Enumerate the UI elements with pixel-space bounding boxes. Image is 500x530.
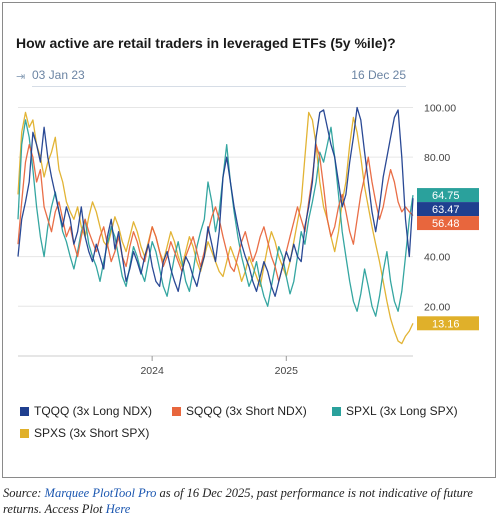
source-link-here[interactable]: Here [105,502,131,516]
y-tick-label: 100.00 [424,102,456,114]
last-value-label-spxl: 64.75 [432,190,460,202]
series-line-tqqq [17,106,414,297]
legend-swatch-spxl [332,407,341,416]
series-line-spxl [17,119,414,317]
source-link-plottool[interactable]: Marquee PlotTool Pro [44,486,157,500]
legend-label-spxl: SPXL (3x Long SPX) [346,404,458,418]
source-prefix: Source: [3,486,45,500]
line-chart: 20.0040.0060.0080.00100.002024202564.756… [17,102,479,377]
legend-label-sqqq: SQQQ (3x Short NDX) [186,404,307,418]
chart-title: How active are retail traders in leverag… [16,35,396,51]
legend-item-spxs[interactable]: SPXS (3x Short SPX) [20,426,149,440]
last-value-tag-tqqq [417,202,479,217]
legend-label-tqqq: TQQQ (3x Long NDX) [34,404,153,418]
source-note: Source: Marquee PlotTool Pro as of 16 De… [3,485,497,517]
y-tick-label: 20.00 [424,301,450,313]
legend-swatch-tqqq [20,407,29,416]
source-text: as of 16 Dec 2025, past performance is n… [3,486,473,516]
y-tick-label: 40.00 [424,252,450,264]
legend-item-tqqq[interactable]: TQQQ (3x Long NDX) [20,404,152,418]
last-value-label-tqqq: 63.47 [432,204,460,216]
last-value-tag-spxs [417,316,479,331]
last-value-tag-sqqq [417,216,479,231]
legend-swatch-sqqq [172,407,181,416]
date-range-selector[interactable]: ⇥ 03 Jan 23 16 Dec 25 [16,68,406,87]
legend-label-spxs: SPXS (3x Short SPX) [34,426,150,440]
chart-card [2,2,496,478]
range-slider-track[interactable] [32,86,406,87]
legend-item-spxl[interactable]: SPXL (3x Long SPX) [332,404,458,418]
y-tick-label: 80.00 [424,152,450,164]
last-value-label-spxs: 13.16 [432,318,460,330]
legend-item-sqqq[interactable]: SQQQ (3x Short NDX) [172,404,307,418]
x-tick-label: 2025 [275,365,299,377]
x-tick-label: 2024 [140,365,164,377]
legend-swatch-spxs [20,429,29,438]
range-end-date[interactable]: 16 Dec 25 [351,68,406,82]
last-value-tag-spxl [417,188,479,203]
calendar-icon: ⇥ [16,71,26,83]
range-start-date[interactable]: 03 Jan 23 [32,68,85,82]
last-value-label-sqqq: 56.48 [432,218,460,230]
